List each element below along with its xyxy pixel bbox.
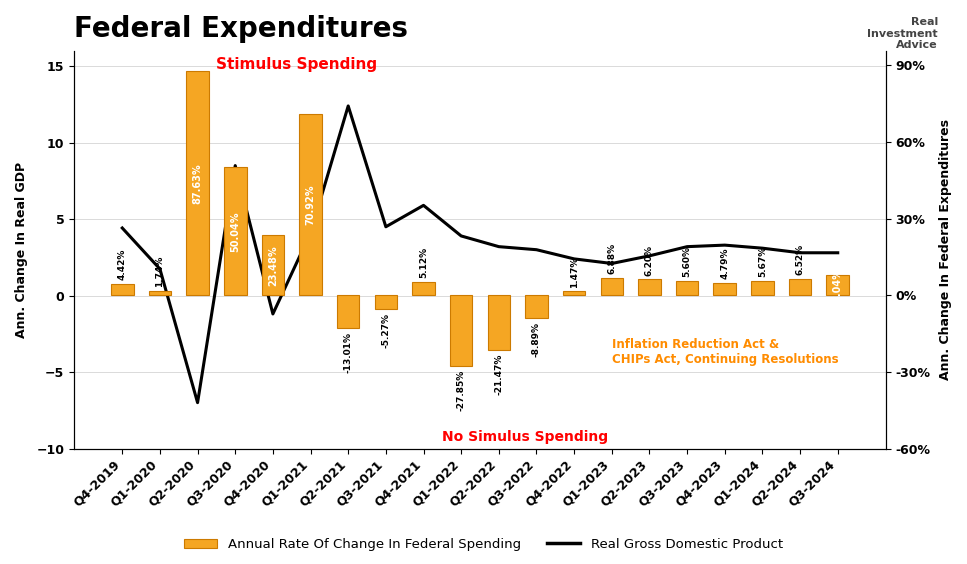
Text: 1.47%: 1.47%: [570, 256, 578, 288]
Text: 6.20%: 6.20%: [645, 245, 654, 276]
Text: -27.85%: -27.85%: [456, 370, 466, 412]
Text: 87.63%: 87.63%: [192, 163, 202, 204]
Bar: [563, 292, 585, 295]
Bar: [374, 295, 397, 309]
Bar: [262, 235, 284, 295]
Legend: Annual Rate Of Change In Federal Spending, Real Gross Domestic Product: Annual Rate Of Change In Federal Spendin…: [178, 531, 789, 557]
Bar: [487, 295, 511, 350]
Bar: [714, 283, 736, 295]
Text: Inflation Reduction Act &
CHIPs Act, Continuing Resolutions: Inflation Reduction Act & CHIPs Act, Con…: [612, 338, 838, 367]
Bar: [412, 282, 435, 295]
Text: Stimulus Spending: Stimulus Spending: [217, 58, 377, 72]
Text: 4.79%: 4.79%: [720, 248, 729, 279]
Text: 5.67%: 5.67%: [758, 246, 767, 277]
Bar: [676, 281, 698, 295]
Text: 6.88%: 6.88%: [607, 243, 616, 274]
Text: -5.27%: -5.27%: [381, 312, 391, 347]
Text: -8.89%: -8.89%: [532, 321, 541, 357]
Bar: [299, 114, 322, 295]
Text: 1.74%: 1.74%: [156, 255, 164, 287]
Text: -13.01%: -13.01%: [343, 332, 353, 373]
Bar: [187, 71, 209, 295]
Text: Federal Expenditures: Federal Expenditures: [74, 15, 408, 43]
Bar: [525, 295, 547, 318]
Bar: [337, 295, 360, 328]
Bar: [751, 281, 774, 295]
Text: 4.42%: 4.42%: [118, 249, 127, 280]
Text: 8.04%: 8.04%: [833, 268, 843, 302]
Bar: [827, 275, 849, 295]
Text: 70.92%: 70.92%: [306, 184, 315, 225]
Text: 50.04%: 50.04%: [230, 211, 240, 252]
Bar: [601, 277, 623, 295]
Bar: [638, 279, 660, 295]
Text: 5.12%: 5.12%: [419, 247, 428, 278]
Bar: [111, 284, 133, 295]
Bar: [450, 295, 473, 367]
Text: Real
Investment
Advice: Real Investment Advice: [867, 17, 938, 50]
Text: 6.52%: 6.52%: [796, 244, 805, 275]
Text: 5.60%: 5.60%: [683, 246, 691, 277]
Y-axis label: Ann. Change In Real GDP: Ann. Change In Real GDP: [15, 162, 28, 338]
Bar: [224, 168, 247, 295]
Text: -21.47%: -21.47%: [494, 354, 504, 395]
Y-axis label: Ann. Change In Federal Expenditures: Ann. Change In Federal Expenditures: [939, 119, 952, 380]
Text: No Simulus Spending: No Simulus Spending: [442, 430, 608, 444]
Bar: [149, 291, 171, 295]
Bar: [789, 279, 811, 295]
Text: 23.48%: 23.48%: [268, 245, 278, 285]
